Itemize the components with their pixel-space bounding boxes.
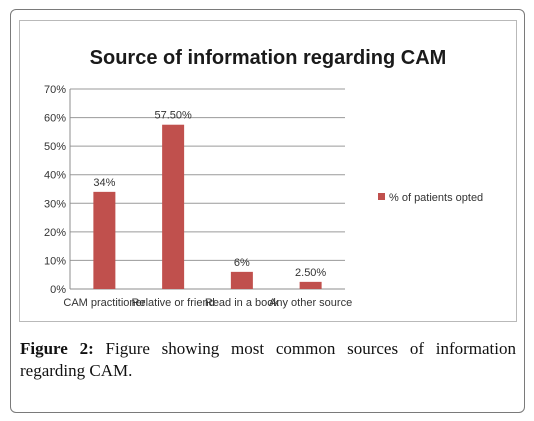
data-label: 57.50% (154, 110, 192, 122)
caption-text: Figure showing most common sources of in… (20, 339, 516, 380)
x-tick-label: Any other source (269, 297, 352, 309)
x-tick-label: CAM practitioner (63, 297, 145, 309)
data-label: 34% (93, 177, 115, 189)
bar (162, 124, 185, 289)
bar (230, 271, 253, 289)
bar (299, 281, 322, 289)
y-tick-label: 70% (44, 84, 66, 96)
y-tick-label: 40% (44, 170, 66, 182)
x-tick-label: Relative or friend (132, 297, 215, 309)
figure-caption: Figure 2: Figure showing most common sou… (20, 338, 516, 382)
y-tick-label: 30% (44, 198, 66, 210)
data-label: 6% (234, 257, 250, 269)
y-tick-label: 60% (44, 113, 66, 125)
legend-label: % of patients opted (389, 192, 483, 204)
y-tick-label: 0% (50, 284, 66, 296)
caption-label: Figure 2: (20, 339, 94, 358)
bar-chart: Source of information regarding CAM 0% 10… (44, 47, 483, 309)
bar (93, 191, 116, 289)
legend-swatch (378, 193, 385, 200)
x-tick-label: Read in a book (205, 297, 279, 309)
y-tick-label: 50% (44, 141, 66, 153)
y-tick-label: 10% (44, 255, 66, 267)
chart-area: Source of information regarding CAM 0% 10… (19, 20, 517, 322)
data-label: 2.50% (295, 267, 326, 279)
y-tick-label: 20% (44, 227, 66, 239)
chart-title: Source of information regarding CAM (90, 47, 447, 69)
